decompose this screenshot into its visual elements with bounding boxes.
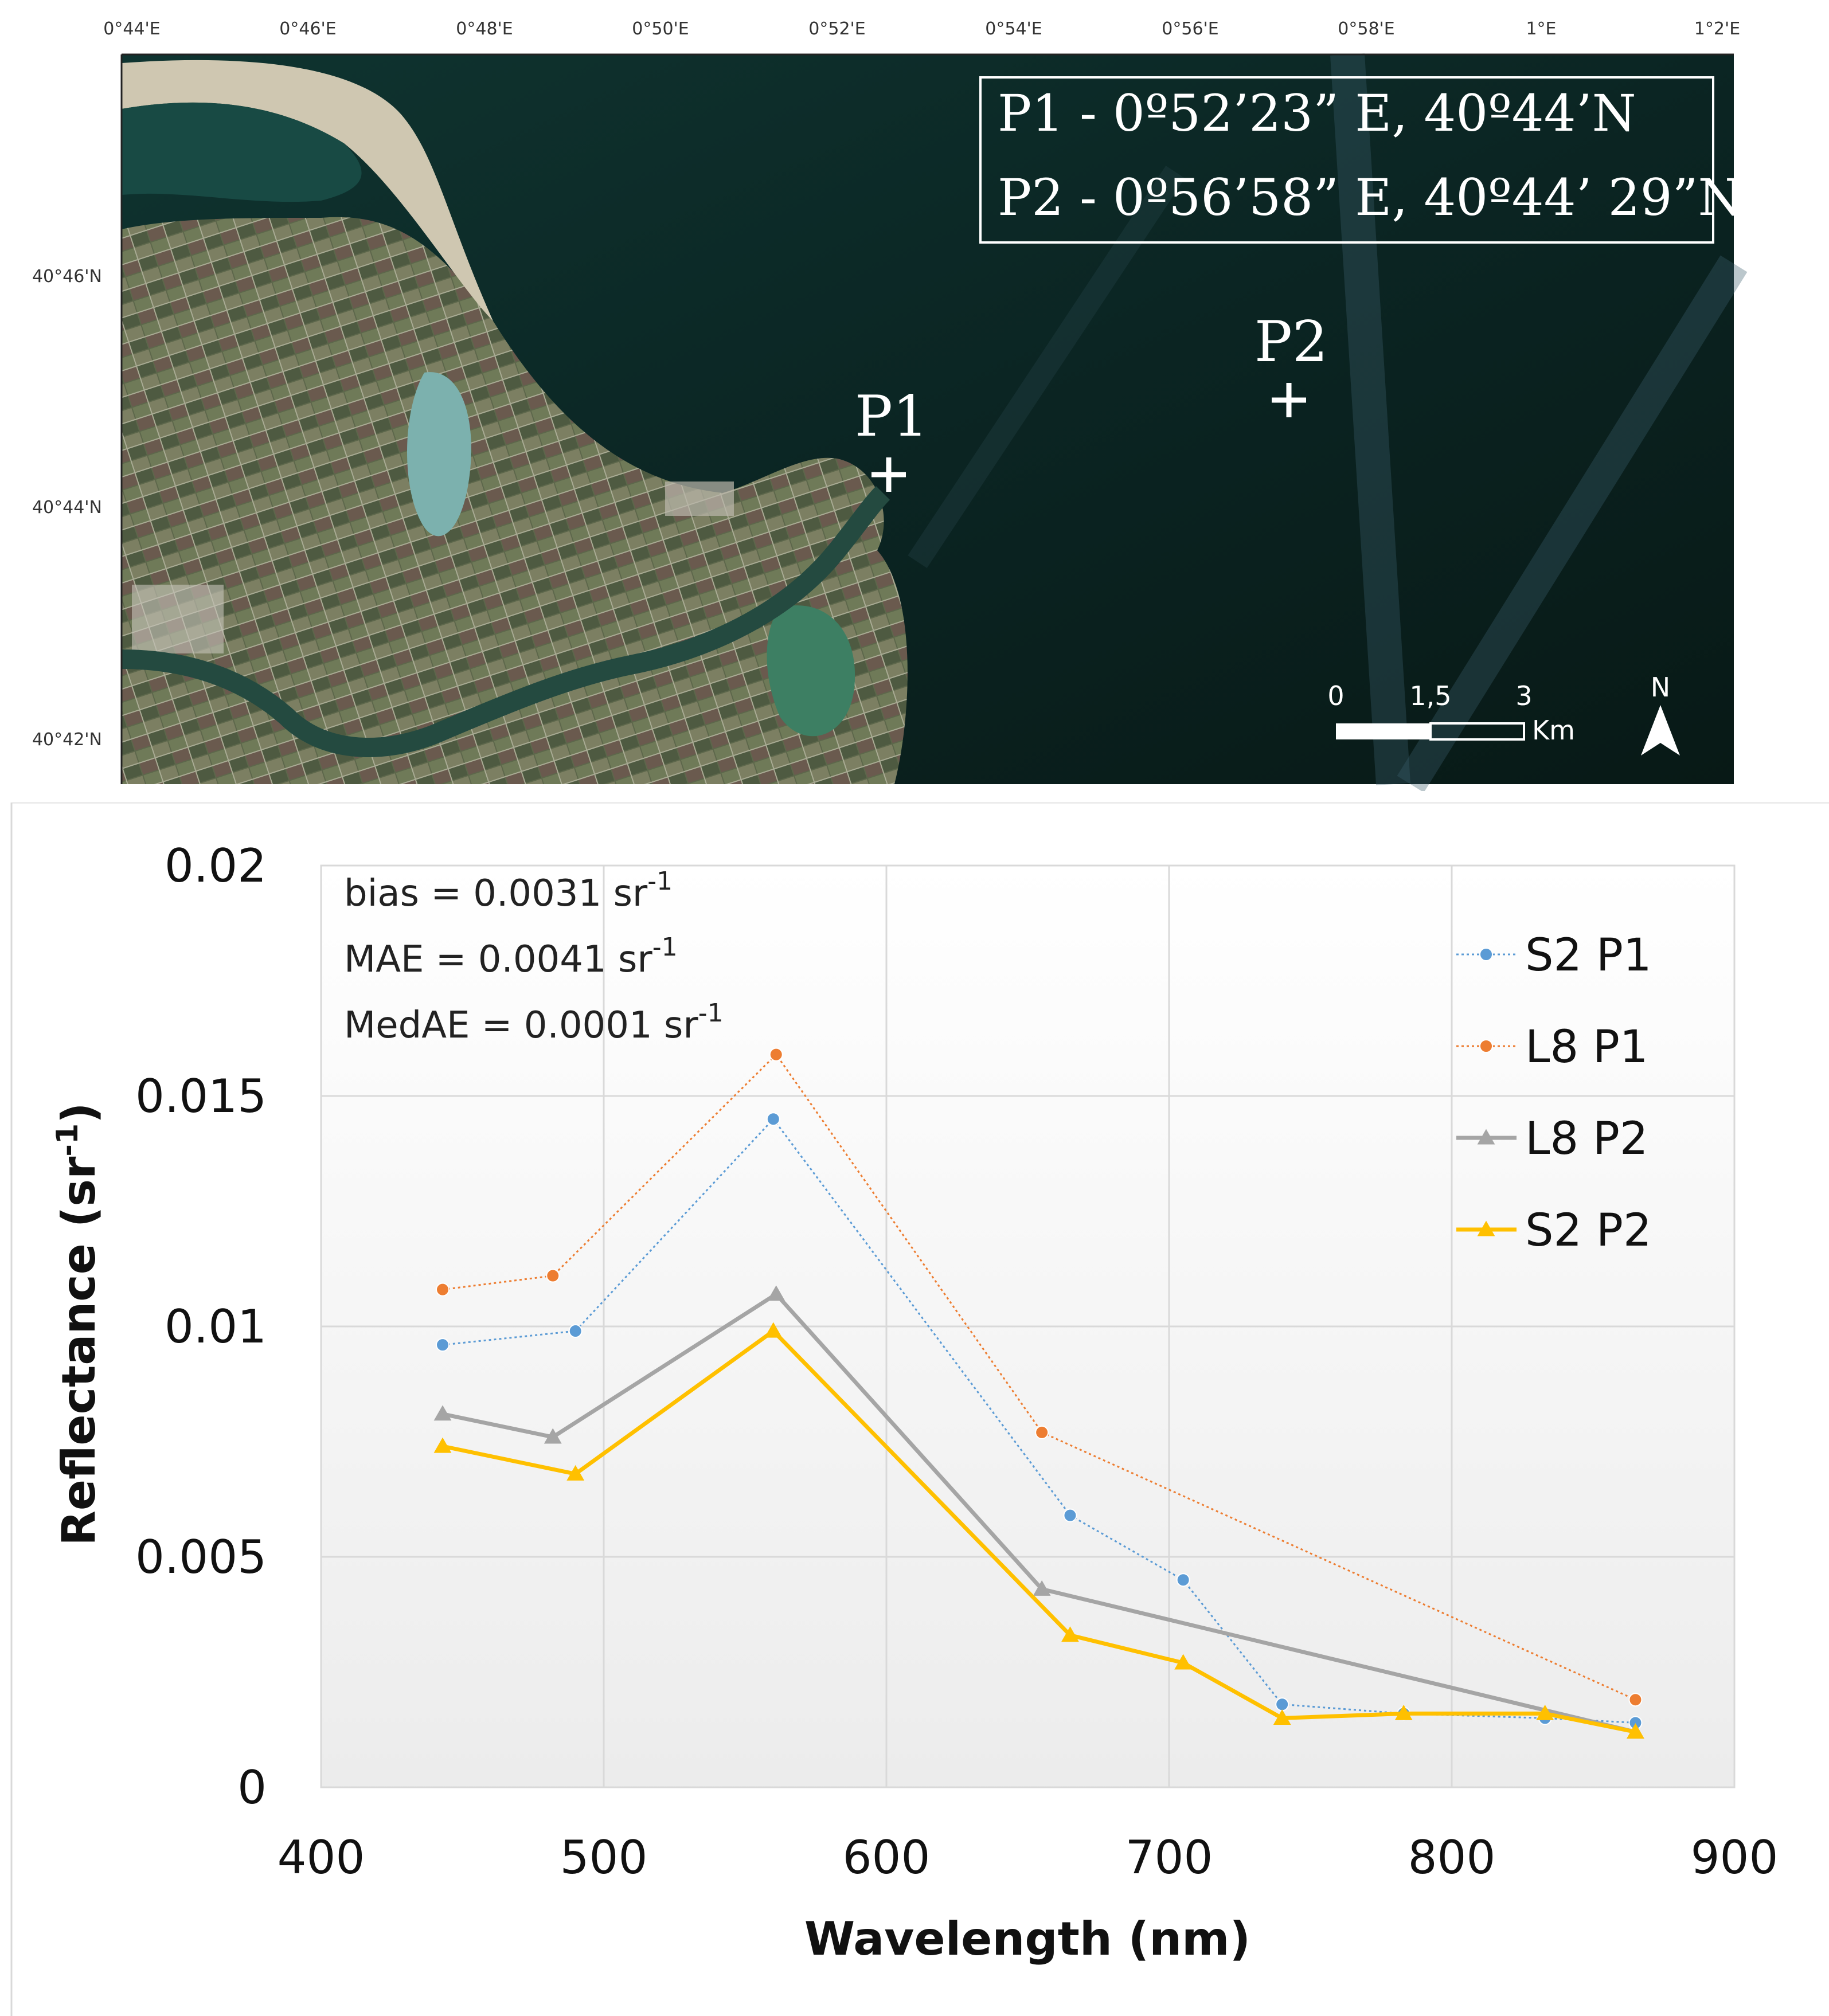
- series-lines: [433, 1047, 1644, 1739]
- y-tick-label: 0.02: [165, 839, 267, 892]
- x-tick-label: 500: [560, 1831, 648, 1884]
- x-tick-label: 800: [1408, 1831, 1496, 1884]
- north-arrow-icon: N: [1641, 672, 1680, 755]
- map-lon-ticks: 0°44'E 0°46'E 0°48'E 0°50'E 0°52'E 0°54'…: [103, 19, 1740, 56]
- data-point: [1176, 1573, 1190, 1587]
- data-point: [1063, 1508, 1077, 1522]
- x-axis-ticks: 400 500 600 700 800 900: [278, 1831, 1779, 1884]
- p2-cross-icon: [1272, 383, 1306, 417]
- data-point: [1061, 1626, 1079, 1642]
- scale-label-max: 3: [1515, 680, 1532, 711]
- series-l8-p1: [435, 1047, 1643, 1707]
- x-tick-label: 900: [1691, 1831, 1779, 1884]
- lon-tick: 0°46'E: [279, 19, 336, 39]
- legend: S2 P1 L8 P1 L8 P2 S2 P2: [1456, 930, 1652, 1256]
- data-point: [1479, 1039, 1493, 1053]
- lon-tick: 1°E: [1526, 19, 1556, 39]
- data-point: [766, 1112, 780, 1126]
- data-point: [566, 1465, 585, 1481]
- north-label: N: [1651, 672, 1670, 703]
- lon-tick: 0°54'E: [985, 19, 1042, 39]
- p1-label: P1: [855, 384, 928, 449]
- legend-label: L8 P1: [1525, 1021, 1648, 1073]
- lon-tick: 0°50'E: [632, 19, 689, 39]
- y-tick-label: 0.015: [135, 1070, 267, 1123]
- data-point: [1477, 1129, 1495, 1145]
- y-axis-ticks: 0 0.005 0.01 0.015 0.02: [135, 839, 267, 1814]
- data-point: [544, 1428, 562, 1444]
- statistics-annotations: bias = 0.0031 sr-1 MAE = 0.0041 sr-1 Med…: [344, 867, 724, 1047]
- p2-label: P2: [1254, 310, 1328, 375]
- scale-unit: Km: [1532, 715, 1575, 746]
- lon-tick: 0°56'E: [1162, 19, 1218, 39]
- lat-tick: 40°44'N: [32, 498, 102, 518]
- data-point: [1394, 1704, 1413, 1720]
- lagoon: [407, 372, 471, 537]
- data-point: [433, 1405, 452, 1421]
- y-tick-label: 0.01: [165, 1300, 267, 1353]
- lon-tick: 0°44'E: [103, 19, 160, 39]
- chart-svg: 0 0.005 0.01 0.015 0.02 400 500 600 700 800 900 W…: [10, 803, 1829, 2016]
- data-point: [1536, 1704, 1554, 1720]
- lon-tick: 1°2'E: [1694, 19, 1740, 39]
- bay: [122, 102, 362, 202]
- scale-label-mid: 1,5: [1409, 680, 1451, 711]
- data-point: [1174, 1654, 1193, 1670]
- data-point: [568, 1324, 583, 1338]
- legend-entry: L8 P1: [1456, 1021, 1648, 1073]
- data-point: [546, 1269, 560, 1283]
- legend-entry: L8 P2: [1456, 1113, 1648, 1165]
- mae-annotation: MAE = 0.0041 sr-1: [344, 933, 678, 981]
- data-point: [1035, 1425, 1049, 1439]
- data-point: [433, 1437, 452, 1453]
- y-axis-title: Reflectance (sr-1): [50, 1102, 105, 1546]
- sand-spit: [122, 60, 493, 322]
- satellite-map: 0°44'E 0°46'E 0°48'E 0°50'E 0°52'E 0°54'…: [0, 0, 1829, 791]
- lon-tick: 0°52'E: [808, 19, 865, 39]
- lon-tick: 0°58'E: [1338, 19, 1394, 39]
- y-tick-label: 0: [237, 1761, 267, 1814]
- data-point: [1628, 1693, 1643, 1707]
- reflectance-chart: 0 0.005 0.01 0.015 0.02 400 500 600 700 800 900 W…: [0, 803, 1829, 2016]
- gridlines: [320, 864, 1736, 1788]
- x-tick-label: 400: [278, 1831, 365, 1884]
- legend-entry: S2 P2: [1456, 1205, 1652, 1256]
- lon-tick: 0°48'E: [456, 19, 513, 39]
- data-point: [764, 1322, 783, 1338]
- river: [121, 486, 890, 757]
- map-lat-ticks: 40°46'N 40°44'N 40°42'N: [32, 54, 123, 784]
- data-point: [1479, 948, 1493, 961]
- data-point: [1627, 1723, 1644, 1739]
- x-axis-title: Wavelength (nm): [804, 1912, 1250, 1966]
- legend-label: S2 P2: [1525, 1205, 1652, 1256]
- lat-tick: 40°46'N: [32, 267, 102, 287]
- bias-annotation: bias = 0.0031 sr-1: [344, 867, 673, 915]
- scale-bar: 0 1,5 3 Km: [1327, 680, 1575, 746]
- p2-coords: P2 - 0º56’58” E, 40º44’ 29”N: [998, 168, 1742, 227]
- data-point: [435, 1282, 450, 1297]
- data-point: [1033, 1580, 1051, 1596]
- data-point: [435, 1338, 450, 1352]
- p1-cross-icon: [871, 457, 906, 492]
- legend-entry: S2 P1: [1456, 930, 1652, 981]
- data-point: [769, 1047, 783, 1062]
- legend-label: L8 P2: [1525, 1113, 1648, 1165]
- data-point: [1477, 1220, 1495, 1236]
- x-tick-label: 600: [843, 1831, 931, 1884]
- coordinates-box: [979, 76, 1714, 244]
- p1-coords: P1 - 0º52’23” E, 40º44’N: [998, 84, 1636, 143]
- series-line: [442, 1054, 1636, 1701]
- series-s2-p2: [433, 1322, 1644, 1739]
- map-svg: 0°44'E 0°46'E 0°48'E 0°50'E 0°52'E 0°54'…: [32, 19, 1748, 791]
- data-point: [1275, 1697, 1289, 1712]
- lagoon-south: [767, 605, 855, 737]
- lat-tick: 40°42'N: [32, 730, 102, 750]
- legend-label: S2 P1: [1525, 930, 1652, 981]
- data-point: [767, 1285, 785, 1301]
- scale-label-0: 0: [1327, 680, 1344, 711]
- data-point: [1273, 1709, 1291, 1725]
- medae-annotation: MedAE = 0.0001 sr-1: [344, 999, 724, 1047]
- x-tick-label: 700: [1125, 1831, 1213, 1884]
- y-tick-label: 0.005: [135, 1530, 267, 1584]
